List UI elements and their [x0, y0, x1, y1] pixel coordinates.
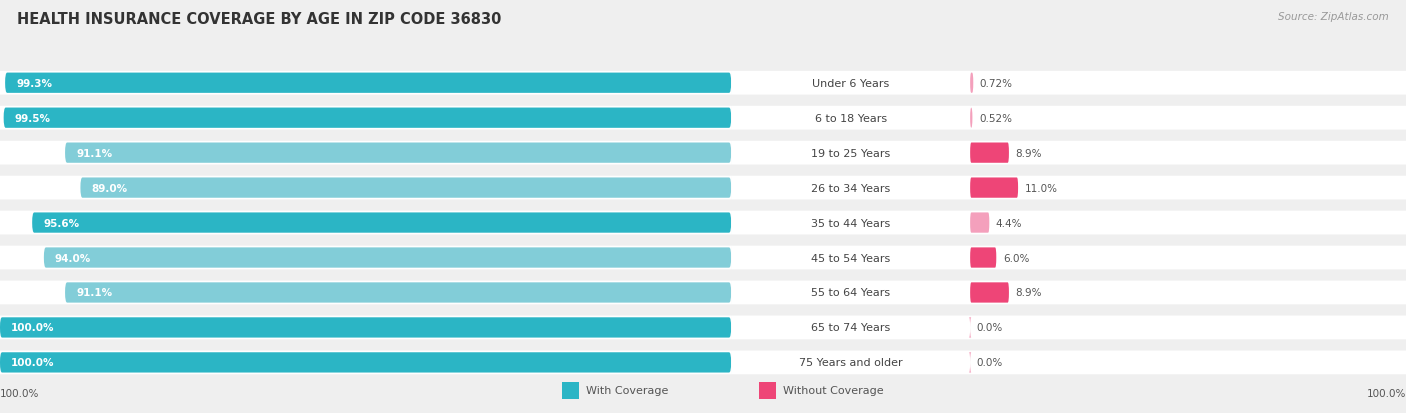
Text: 11.0%: 11.0%: [1025, 183, 1057, 193]
FancyBboxPatch shape: [970, 211, 1406, 235]
FancyBboxPatch shape: [44, 248, 731, 268]
FancyBboxPatch shape: [4, 108, 731, 128]
FancyBboxPatch shape: [970, 141, 1406, 165]
Text: 6 to 18 Years: 6 to 18 Years: [814, 114, 887, 123]
FancyBboxPatch shape: [731, 176, 970, 200]
FancyBboxPatch shape: [970, 108, 973, 128]
Text: Source: ZipAtlas.com: Source: ZipAtlas.com: [1278, 12, 1389, 22]
Text: 89.0%: 89.0%: [91, 183, 128, 193]
FancyBboxPatch shape: [970, 74, 973, 94]
Text: 94.0%: 94.0%: [55, 253, 91, 263]
FancyBboxPatch shape: [0, 211, 731, 235]
FancyBboxPatch shape: [6, 74, 731, 94]
FancyBboxPatch shape: [970, 213, 990, 233]
Text: 6.0%: 6.0%: [1002, 253, 1029, 263]
FancyBboxPatch shape: [970, 107, 1406, 130]
Text: 100.0%: 100.0%: [11, 323, 55, 332]
Text: With Coverage: With Coverage: [586, 385, 669, 395]
FancyBboxPatch shape: [0, 318, 731, 338]
FancyBboxPatch shape: [0, 351, 731, 374]
Text: 91.1%: 91.1%: [76, 148, 112, 158]
Text: 55 to 64 Years: 55 to 64 Years: [811, 288, 890, 298]
FancyBboxPatch shape: [970, 72, 1406, 95]
FancyBboxPatch shape: [731, 351, 970, 374]
FancyBboxPatch shape: [970, 143, 1010, 164]
FancyBboxPatch shape: [970, 281, 1406, 305]
Text: 26 to 34 Years: 26 to 34 Years: [811, 183, 890, 193]
Text: 100.0%: 100.0%: [0, 388, 39, 398]
FancyBboxPatch shape: [970, 178, 1018, 198]
FancyBboxPatch shape: [0, 141, 731, 165]
Text: 100.0%: 100.0%: [1367, 388, 1406, 398]
Text: 4.4%: 4.4%: [995, 218, 1022, 228]
Text: 95.6%: 95.6%: [44, 218, 79, 228]
FancyBboxPatch shape: [65, 282, 731, 303]
Text: 75 Years and older: 75 Years and older: [799, 358, 903, 368]
FancyBboxPatch shape: [0, 281, 731, 305]
FancyBboxPatch shape: [969, 318, 972, 338]
Text: 99.3%: 99.3%: [15, 78, 52, 88]
FancyBboxPatch shape: [0, 107, 731, 130]
FancyBboxPatch shape: [65, 143, 731, 164]
FancyBboxPatch shape: [731, 316, 970, 339]
FancyBboxPatch shape: [731, 281, 970, 305]
FancyBboxPatch shape: [80, 178, 731, 198]
Text: 100.0%: 100.0%: [11, 358, 55, 368]
Text: Without Coverage: Without Coverage: [783, 385, 884, 395]
FancyBboxPatch shape: [0, 176, 731, 200]
Text: 19 to 25 Years: 19 to 25 Years: [811, 148, 890, 158]
FancyBboxPatch shape: [970, 248, 997, 268]
FancyBboxPatch shape: [969, 352, 972, 373]
FancyBboxPatch shape: [970, 282, 1010, 303]
Text: Under 6 Years: Under 6 Years: [813, 78, 889, 88]
Text: HEALTH INSURANCE COVERAGE BY AGE IN ZIP CODE 36830: HEALTH INSURANCE COVERAGE BY AGE IN ZIP …: [17, 12, 502, 27]
Text: 45 to 54 Years: 45 to 54 Years: [811, 253, 890, 263]
FancyBboxPatch shape: [0, 72, 731, 95]
FancyBboxPatch shape: [0, 316, 731, 339]
Text: 35 to 44 Years: 35 to 44 Years: [811, 218, 890, 228]
Text: 65 to 74 Years: 65 to 74 Years: [811, 323, 890, 332]
FancyBboxPatch shape: [32, 213, 731, 233]
FancyBboxPatch shape: [731, 141, 970, 165]
Text: 8.9%: 8.9%: [1015, 288, 1042, 298]
FancyBboxPatch shape: [731, 211, 970, 235]
Text: 0.52%: 0.52%: [979, 114, 1012, 123]
Text: 0.0%: 0.0%: [977, 358, 1002, 368]
FancyBboxPatch shape: [0, 246, 731, 270]
FancyBboxPatch shape: [970, 246, 1406, 270]
FancyBboxPatch shape: [731, 72, 970, 95]
FancyBboxPatch shape: [970, 351, 1406, 374]
Text: 0.0%: 0.0%: [977, 323, 1002, 332]
Text: 0.72%: 0.72%: [980, 78, 1012, 88]
FancyBboxPatch shape: [731, 107, 970, 130]
FancyBboxPatch shape: [970, 176, 1406, 200]
Text: 8.9%: 8.9%: [1015, 148, 1042, 158]
FancyBboxPatch shape: [0, 352, 731, 373]
Text: 99.5%: 99.5%: [14, 114, 51, 123]
FancyBboxPatch shape: [731, 246, 970, 270]
Text: 91.1%: 91.1%: [76, 288, 112, 298]
FancyBboxPatch shape: [970, 316, 1406, 339]
